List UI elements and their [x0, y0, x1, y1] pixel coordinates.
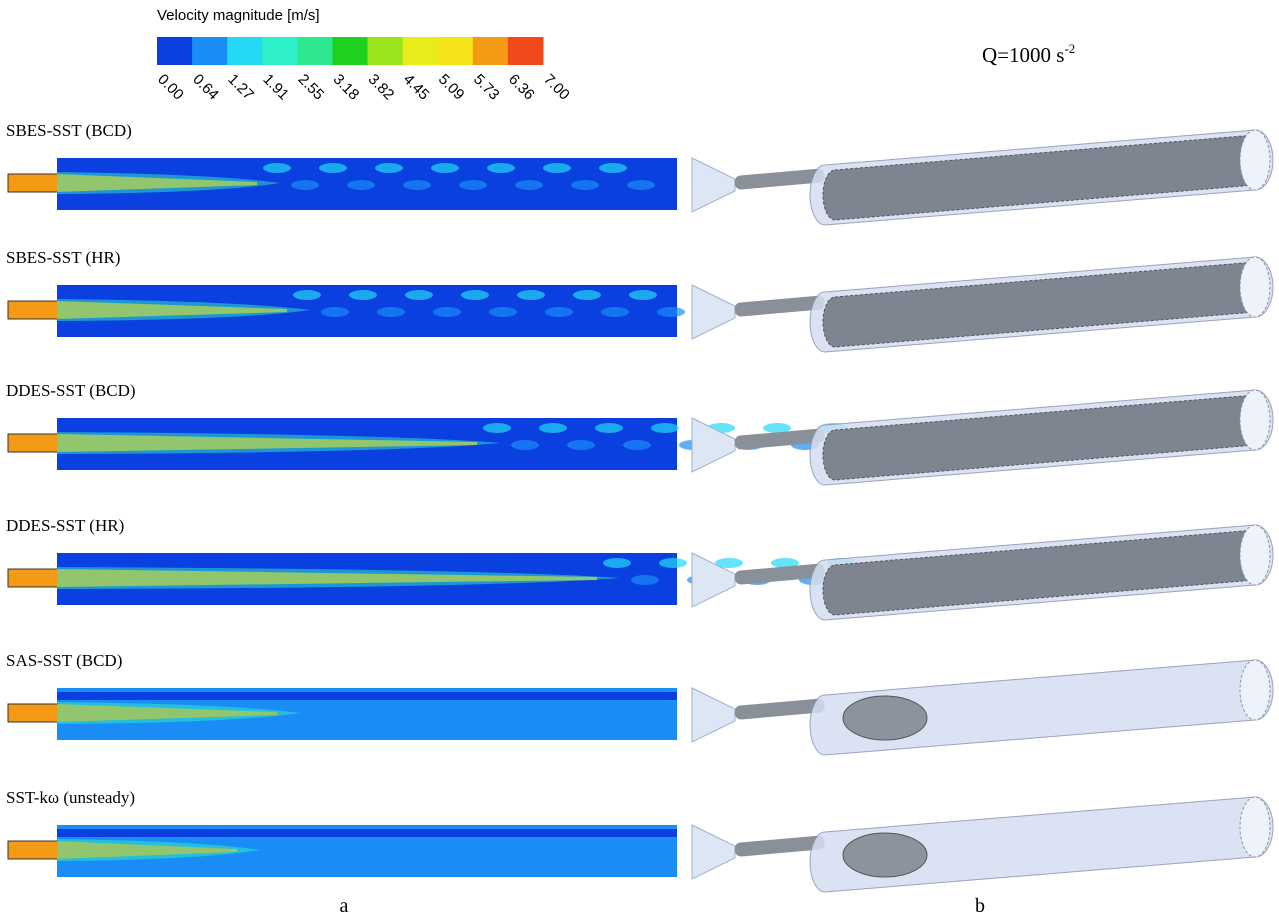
pipe-end	[1240, 130, 1270, 190]
eddy	[595, 423, 623, 433]
eddy	[377, 307, 405, 317]
contour-wall	[57, 829, 677, 837]
eddy	[433, 307, 461, 317]
eddy	[657, 307, 685, 317]
colorbar-tick-label: 2.55	[295, 71, 328, 104]
vortex-bubble	[843, 833, 927, 877]
eddy	[319, 163, 347, 173]
eddy	[543, 163, 571, 173]
inlet	[8, 434, 58, 452]
eddy	[545, 307, 573, 317]
colorbar-swatch	[157, 37, 193, 65]
eddy	[573, 290, 601, 300]
colorbar-tick-label: 3.18	[330, 71, 363, 104]
eddy	[567, 440, 595, 450]
cone	[692, 825, 735, 879]
colorbar-swatch	[473, 37, 509, 65]
eddy	[571, 180, 599, 190]
colorbar-tick-label: 7.00	[540, 71, 573, 104]
colorbar-swatch	[332, 37, 368, 65]
eddy	[349, 290, 377, 300]
colorbar-tick-label: 6.36	[505, 71, 538, 104]
eddy	[599, 163, 627, 173]
eddy	[263, 163, 291, 173]
colorbar-swatch	[438, 37, 474, 65]
colorbar-title: Velocity magnitude [m/s]	[157, 7, 320, 24]
eddy	[515, 180, 543, 190]
column-label: b	[975, 895, 985, 917]
pipe-end	[1240, 525, 1270, 585]
vortex-bubble	[843, 696, 927, 740]
colorbar-tick-label: 0.00	[154, 71, 187, 104]
inlet	[8, 301, 58, 319]
eddy	[483, 423, 511, 433]
colorbar-tick-label: 4.45	[400, 71, 433, 104]
colorbar-tick-label: 3.82	[365, 71, 398, 104]
eddy	[629, 290, 657, 300]
figure: Velocity magnitude [m/s] Q=1000 s-2 a b …	[0, 0, 1279, 924]
colorbar-swatch	[192, 37, 228, 65]
eddy	[405, 290, 433, 300]
panel-label: DDES-SST (BCD)	[6, 381, 136, 400]
panel-label: SAS-SST (BCD)	[6, 651, 122, 670]
pipe-end	[1240, 257, 1270, 317]
colorbar-swatch	[508, 37, 544, 65]
colorbar-swatch	[403, 37, 439, 65]
eddy	[347, 180, 375, 190]
eddy	[511, 440, 539, 450]
pipe-end	[1240, 660, 1270, 720]
eddy	[459, 180, 487, 190]
colorbar-swatch	[227, 37, 263, 65]
eddy	[603, 558, 631, 568]
eddy	[487, 163, 515, 173]
eddy	[293, 290, 321, 300]
panel-label: DDES-SST (HR)	[6, 516, 124, 535]
inlet	[8, 841, 58, 859]
eddy	[601, 307, 629, 317]
eddy	[539, 423, 567, 433]
eddy	[431, 163, 459, 173]
eddy	[623, 440, 651, 450]
eddy	[631, 575, 659, 585]
eddy	[489, 307, 517, 317]
eddy	[403, 180, 431, 190]
colorbar-tick-label: 1.27	[224, 71, 257, 104]
eddy	[291, 180, 319, 190]
panel-label: SBES-SST (BCD)	[6, 121, 132, 140]
cone	[692, 688, 735, 742]
eddy	[321, 307, 349, 317]
colorbar-swatch	[297, 37, 333, 65]
panel-label: SST-kω (unsteady)	[6, 788, 135, 807]
eddy	[461, 290, 489, 300]
eddy	[375, 163, 403, 173]
contour-wall	[57, 692, 677, 700]
eddy	[517, 290, 545, 300]
colorbar-tick-label: 5.73	[470, 71, 503, 104]
cone	[692, 158, 735, 212]
pipe-end	[1240, 390, 1270, 450]
inlet	[8, 704, 58, 722]
colorbar-tick-label: 0.64	[189, 71, 222, 104]
q-superscript: -2	[1064, 41, 1075, 56]
colorbar-tick-label: 5.09	[435, 71, 468, 104]
colorbar-tick-label: 1.91	[259, 71, 292, 104]
eddy	[627, 180, 655, 190]
column-label: a	[340, 895, 349, 917]
cone	[692, 285, 735, 339]
colorbar-swatch	[368, 37, 404, 65]
inlet	[8, 569, 58, 587]
q-label: Q=1000 s-2	[982, 41, 1075, 67]
q-text: Q=1000 s	[982, 43, 1064, 67]
inlet	[8, 174, 58, 192]
colorbar-swatch	[262, 37, 298, 65]
panel-label: SBES-SST (HR)	[6, 248, 120, 267]
pipe-end	[1240, 797, 1270, 857]
eddy	[651, 423, 679, 433]
eddy	[659, 558, 687, 568]
